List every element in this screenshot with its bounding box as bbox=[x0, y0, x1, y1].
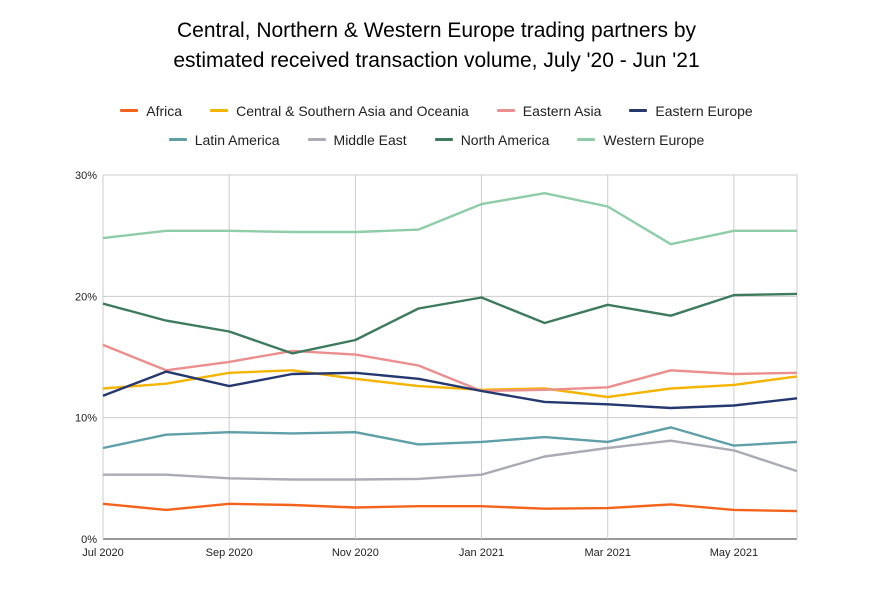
legend-item-eastern-europe: Eastern Europe bbox=[629, 102, 753, 119]
series-line-eastern-europe bbox=[102, 370, 798, 410]
legend-item-latin-america: Latin America bbox=[168, 131, 280, 148]
y-tick-label: 0% bbox=[81, 534, 97, 546]
legend-label: Eastern Europe bbox=[655, 102, 753, 119]
legend-item-africa: Africa bbox=[120, 102, 182, 119]
legend-swatch bbox=[496, 109, 515, 112]
series-line-central-southern-asia-and-oceania bbox=[102, 369, 798, 399]
legend-swatch bbox=[629, 109, 648, 112]
legend-label: Eastern Asia bbox=[522, 102, 602, 119]
legend: Africa Central & Southern Asia and Oceani… bbox=[40, 102, 833, 148]
x-tick-label: Sep 2020 bbox=[206, 547, 253, 559]
legend-label: Western Europe bbox=[603, 131, 705, 148]
x-tick-label: Mar 2021 bbox=[584, 547, 630, 559]
legend-label: Middle East bbox=[333, 131, 407, 148]
y-tick-label: 10% bbox=[75, 413, 97, 425]
x-tick-label: Jul 2020 bbox=[82, 547, 124, 559]
series-line-north-america bbox=[102, 292, 798, 355]
y-tick-label: 30% bbox=[75, 170, 97, 182]
legend-swatch bbox=[434, 138, 453, 141]
legend-swatch bbox=[210, 109, 229, 112]
series-line-latin-america bbox=[102, 426, 798, 450]
legend-swatch bbox=[307, 138, 326, 141]
legend-label: Central & Southern Asia and Oceania bbox=[236, 102, 469, 119]
legend-label: North America bbox=[460, 131, 550, 148]
legend-swatch bbox=[120, 109, 139, 112]
legend-swatch bbox=[577, 138, 596, 141]
legend-item-eastern-asia: Eastern Asia bbox=[496, 102, 602, 119]
x-tick-label: May 2021 bbox=[710, 547, 758, 559]
legend-label: Latin America bbox=[194, 131, 280, 148]
legend-item-western-europe: Western Europe bbox=[577, 131, 704, 148]
legend-item-middle-east: Middle East bbox=[307, 131, 407, 148]
legend-label: Africa bbox=[146, 102, 183, 119]
legend-item-central-southern-asia-and-oceania: Central & Southern Asia and Oceania bbox=[210, 102, 469, 119]
series-line-eastern-asia bbox=[102, 343, 798, 393]
series-line-africa bbox=[102, 502, 798, 513]
x-tick-label: Jan 2021 bbox=[459, 547, 504, 559]
series-line-western-europe bbox=[102, 191, 797, 246]
legend-swatch bbox=[168, 138, 187, 141]
legend-item-north-america: North America bbox=[434, 131, 550, 148]
x-tick-label: Nov 2020 bbox=[332, 547, 379, 559]
chart-title: Central, Northern & Western Europe tradi… bbox=[173, 19, 700, 72]
series-line-middle-east bbox=[103, 439, 798, 481]
y-tick-label: 20% bbox=[75, 291, 97, 303]
